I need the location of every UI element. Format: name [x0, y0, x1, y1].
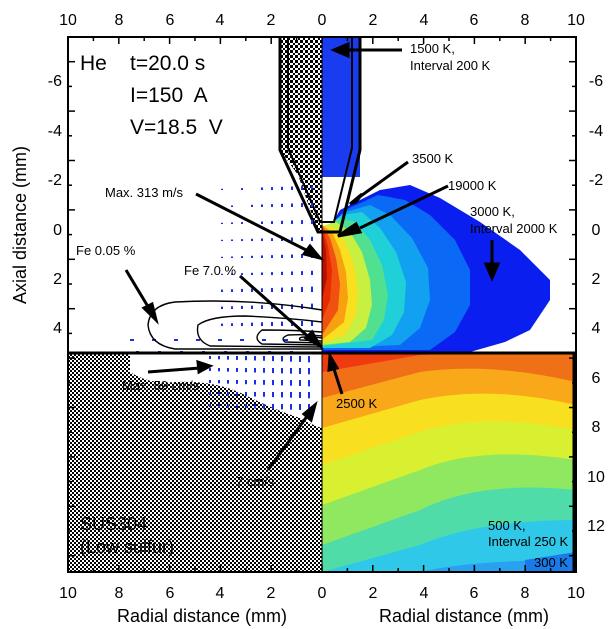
annotation-3000K: 3000 K, [470, 204, 515, 219]
tick-label: 8 [521, 585, 530, 602]
tick-marks [67, 36, 577, 572]
tick-label: -6 [48, 73, 62, 90]
leader-arrows [124, 41, 501, 471]
tick-label: -6 [589, 73, 603, 90]
tick-label: 4 [53, 320, 62, 337]
tick-label: 6 [166, 12, 175, 29]
bottom-ticks-right: 2 4 6 8 10 [369, 585, 585, 602]
tick-label: -2 [589, 172, 603, 189]
annotation-interval-250K: Interval 250 K [488, 534, 569, 549]
annotation-3500K: 3500 K [412, 151, 454, 166]
tick-label: 10 [567, 12, 585, 29]
annotation-300K: 300 K [534, 555, 568, 570]
tick-label: 4 [592, 320, 601, 337]
fe-contour-inner1 [256, 329, 323, 346]
tick-label: 4 [420, 12, 429, 29]
tick-label: 0 [318, 12, 327, 29]
operating-conditions: He t=20.0 s I=150 A V=18.5 V [80, 52, 223, 139]
tick-label: 0 [318, 585, 327, 602]
tick-label: 8 [115, 12, 124, 29]
tick-label: 6 [470, 12, 479, 29]
electrode-outline [278, 37, 362, 234]
annotation-1500K: 1500 K, [410, 41, 455, 56]
voltage-label: V=18.5 V [130, 116, 223, 139]
annotation-2500K: 2500 K [336, 396, 378, 411]
tick-label: 4 [216, 12, 225, 29]
tick-label: 0 [53, 222, 62, 239]
annotation-interval-200K: Interval 200 K [410, 58, 491, 73]
annotation-interval-2000K: Interval 2000 K [470, 221, 558, 236]
x-axis-title-left: Radial distance (mm) [117, 606, 287, 626]
tick-label: 6 [592, 370, 601, 387]
tick-label: 2 [369, 585, 378, 602]
tick-label: 4 [216, 585, 225, 602]
electrode [280, 37, 322, 232]
annotation-7cms: 7 cm/s [236, 474, 275, 489]
gas-label: He [80, 52, 107, 75]
top-ticks-right: 2 4 6 8 10 [369, 12, 585, 29]
time-label: t=20.0 s [130, 52, 205, 75]
tick-label: 4 [420, 585, 429, 602]
tick-label: 12 [587, 518, 605, 535]
tick-label: -4 [48, 123, 62, 140]
material-name: SUS304 [80, 514, 147, 534]
top-ticks-left: 10 8 6 4 2 0 [59, 12, 326, 29]
tick-label: 8 [521, 12, 530, 29]
y-axis-title: Axial distance (mm) [10, 146, 30, 304]
tick-label: 6 [470, 585, 479, 602]
material-note: (Low sulfur) [80, 537, 174, 557]
electrode-inner-outline [287, 37, 353, 223]
tick-label: 6 [166, 585, 175, 602]
tick-label: 8 [115, 585, 124, 602]
tick-label: 10 [59, 12, 77, 29]
tick-label: 2 [592, 271, 601, 288]
tick-label: 2 [53, 271, 62, 288]
right-axial-ticks: -6 -4 -2 0 2 4 6 8 10 12 [587, 73, 605, 535]
annotation-fe-high: Fe 7.0 % [184, 263, 236, 278]
annotation-fe-low: Fe 0.05 % [76, 243, 136, 258]
annotations: 1500 K, Interval 200 K 3500 K 19000 K 30… [76, 41, 569, 570]
arc-temperature-field [322, 37, 576, 353]
tick-label: 2 [267, 585, 276, 602]
tick-label: -2 [48, 172, 62, 189]
tick-label: 10 [59, 585, 77, 602]
pool-temperature-field [322, 353, 576, 572]
tick-label: 10 [587, 469, 605, 486]
tick-label: 8 [592, 419, 601, 436]
material-label: SUS304 (Low sulfur) [80, 514, 174, 557]
bottom-ticks-left: 10 8 6 4 2 0 [59, 585, 326, 602]
annotation-max-pool-velocity: Max. 59 cm/s [122, 378, 200, 393]
annotation-max-gas-velocity: Max. 313 m/s [105, 185, 184, 200]
annotation-19000K: 19000 K [448, 178, 497, 193]
tick-label: 10 [567, 585, 585, 602]
fe-contour-0.05 [147, 300, 323, 350]
current-label: I=150 A [130, 84, 208, 107]
tick-label: 2 [267, 12, 276, 29]
annotation-500K: 500 K, [488, 518, 526, 533]
x-axis-title-right: Radial distance (mm) [379, 606, 549, 626]
tick-label: 2 [369, 12, 378, 29]
tick-label: 0 [592, 222, 601, 239]
left-axial-ticks: -6 -4 -2 0 2 4 [48, 73, 62, 337]
tick-label: -4 [589, 123, 603, 140]
